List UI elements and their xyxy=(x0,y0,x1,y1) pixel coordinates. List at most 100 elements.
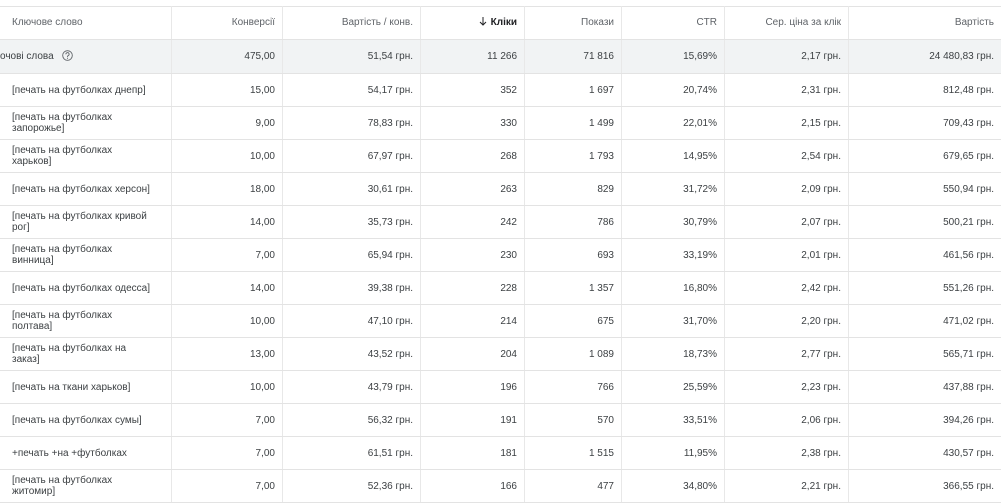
table-cell: Покази xyxy=(525,6,622,39)
table-cell: 675 xyxy=(525,305,622,337)
cell-text: 228 xyxy=(500,282,517,294)
data-row[interactable]: +печать +на +футболках 7,00 61,51 грн. 181 1… xyxy=(0,437,1001,470)
table-cell: 78,83 грн. xyxy=(283,107,421,139)
table-cell: 56,32 грн. xyxy=(283,404,421,436)
cell-text: 437,88 грн. xyxy=(943,381,994,393)
table-cell: 9,00 xyxy=(172,107,283,139)
cell-text: 2,23 грн. xyxy=(801,381,841,393)
cell-text: 10,00 xyxy=(249,150,275,162)
sort-arrow[interactable] xyxy=(479,16,487,29)
table-cell: Конверсії xyxy=(172,6,283,39)
cell-text: 230 xyxy=(500,249,517,261)
column-header[interactable]: Вартість xyxy=(954,17,994,28)
table-cell: 812,48 грн. xyxy=(849,74,1001,106)
table-cell: 35,73 грн. xyxy=(283,206,421,238)
table-cell: [печать на футболках харьков] xyxy=(0,140,172,172)
cell-text: 54,17 грн. xyxy=(367,84,413,96)
table-cell: Вартість / конв. xyxy=(283,6,421,39)
cell-text: 330 xyxy=(500,117,517,129)
table-cell: 263 xyxy=(421,173,525,205)
cell-text: 39,38 грн. xyxy=(367,282,413,294)
table-cell: 71 816 xyxy=(525,40,622,73)
table-cell: 268 xyxy=(421,140,525,172)
column-header[interactable]: Конверсії xyxy=(231,17,275,28)
cell-text: 2,38 грн. xyxy=(801,447,841,459)
table-cell: Кліки xyxy=(421,6,525,39)
cell-text: [печать на футболках днепр] xyxy=(12,84,146,96)
table-cell: 11,95% xyxy=(622,437,725,469)
cell-text: 52,36 грн. xyxy=(367,480,413,492)
table-cell: 430,57 грн. xyxy=(849,437,1001,469)
cell-text: 2,06 грн. xyxy=(801,414,841,426)
cell-text: 477 xyxy=(597,480,614,492)
column-header[interactable]: Вартість / конв. xyxy=(341,17,413,28)
data-row[interactable]: [печать на футболках винница] 7,00 65,94 г… xyxy=(0,239,1001,272)
table-cell: 33,51% xyxy=(622,404,725,436)
data-row[interactable]: [печать на футболках кривой рог] 14,00 35,… xyxy=(0,206,1001,239)
table-cell: 2,21 грн. xyxy=(725,470,849,502)
cell-text: 33,51% xyxy=(683,414,717,426)
table-cell: 43,79 грн. xyxy=(283,371,421,403)
table-cell: 10,00 xyxy=(172,140,283,172)
cell-text: 31,70% xyxy=(683,315,717,327)
table-top-border xyxy=(0,6,1001,7)
table-cell: Сер. ціна за клік xyxy=(725,6,849,39)
cell-text: 9,00 xyxy=(255,117,275,129)
column-header[interactable]: Кліки xyxy=(490,17,517,28)
table-cell: 31,70% xyxy=(622,305,725,337)
table-cell: 366,55 грн. xyxy=(849,470,1001,502)
table-cell: 471,02 грн. xyxy=(849,305,1001,337)
table-cell: 196 xyxy=(421,371,525,403)
data-row[interactable]: [печать на ткани харьков] 10,00 43,79 грн.… xyxy=(0,371,1001,404)
table-cell: 709,43 грн. xyxy=(849,107,1001,139)
cell-text: [печать на футболках винница] xyxy=(12,244,113,266)
table-cell: 14,95% xyxy=(622,140,725,172)
data-row[interactable]: [печать на футболках одесса] 14,00 39,38 г… xyxy=(0,272,1001,305)
header-row: Ключове слово Конверсії Вартість / конв. Кл… xyxy=(0,6,1001,40)
data-row[interactable]: [печать на футболках херсон] 18,00 30,61 г… xyxy=(0,173,1001,206)
data-row[interactable]: [печать на футболках на заказ] 13,00 43,52… xyxy=(0,338,1001,371)
cell-text: 1 515 xyxy=(588,447,614,459)
data-row[interactable]: [печать на футболках житомир] 7,00 52,36 г… xyxy=(0,470,1001,503)
cell-text: 18,00 xyxy=(249,183,275,195)
table-cell: 31,72% xyxy=(622,173,725,205)
data-row[interactable]: [печать на футболках полтава] 10,00 47,10 … xyxy=(0,305,1001,338)
table-cell: 2,09 грн. xyxy=(725,173,849,205)
cell-text: [печать на футболках харьков] xyxy=(12,145,113,167)
cell-text: 191 xyxy=(500,414,517,426)
cell-text: 18,73% xyxy=(683,348,717,360)
data-row[interactable]: [печать на футболках запорожье] 9,00 78,83… xyxy=(0,107,1001,140)
cell-text: 30,61 грн. xyxy=(367,183,413,195)
table-cell: Вартість xyxy=(849,6,1001,39)
help-icon[interactable] xyxy=(61,49,73,64)
cell-text: 51,54 грн. xyxy=(367,51,413,62)
column-header[interactable]: Покази xyxy=(581,17,614,28)
data-row[interactable]: [печать на футболках днепр] 15,00 54,17 гр… xyxy=(0,74,1001,107)
cell-text: [печать на футболках херсон] xyxy=(12,183,150,195)
table-cell: 204 xyxy=(421,338,525,370)
cell-text: 71 816 xyxy=(583,51,614,62)
data-row[interactable]: [печать на футболках харьков] 10,00 67,97 … xyxy=(0,140,1001,173)
cell-text: 766 xyxy=(597,381,614,393)
cell-text: 693 xyxy=(597,249,614,261)
cell-text: очові слова xyxy=(0,51,54,62)
table-cell: 2,15 грн. xyxy=(725,107,849,139)
cell-text: 61,51 грн. xyxy=(367,447,413,459)
table-cell: 2,07 грн. xyxy=(725,206,849,238)
table-cell: 394,26 грн. xyxy=(849,404,1001,436)
cell-text: 7,00 xyxy=(255,480,275,492)
cell-text: 204 xyxy=(500,348,517,360)
cell-text: 166 xyxy=(500,480,517,492)
table-cell: 10,00 xyxy=(172,371,283,403)
table-cell: 15,69% xyxy=(622,40,725,73)
table-cell: 47,10 грн. xyxy=(283,305,421,337)
column-header[interactable]: Ключове слово xyxy=(12,17,83,28)
cell-text: 709,43 грн. xyxy=(943,117,994,129)
column-header[interactable]: Сер. ціна за клік xyxy=(765,17,841,28)
cell-text: 11 266 xyxy=(487,51,517,62)
table-cell: 437,88 грн. xyxy=(849,371,1001,403)
column-header[interactable]: CTR xyxy=(696,17,717,28)
cell-text: [печать на футболках на заказ] xyxy=(12,343,127,365)
data-row[interactable]: [печать на футболках сумы] 7,00 56,32 грн.… xyxy=(0,404,1001,437)
